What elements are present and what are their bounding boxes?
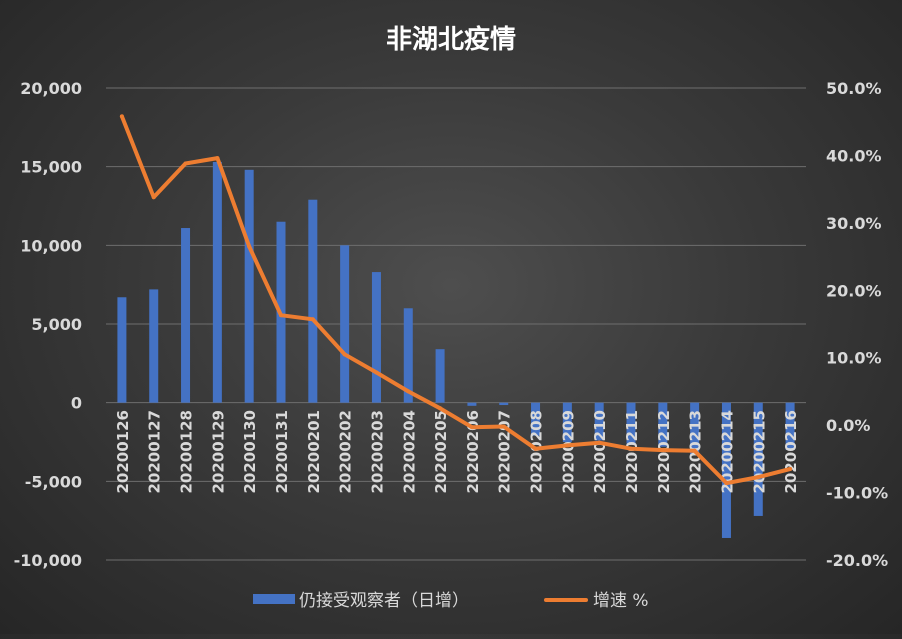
line-point [469, 425, 474, 430]
line-point [788, 466, 793, 471]
left-tick-label: -5,000 [25, 472, 82, 491]
left-tick-label: 10,000 [20, 236, 82, 255]
left-tick-label: 0 [71, 394, 82, 413]
left-tick-label: -10,000 [14, 551, 82, 570]
x-axis-labels: 20200126 20200127 20200128 20200129 20200130… [114, 410, 800, 494]
x-tick-label: 20200207 [496, 410, 514, 494]
line-point [310, 317, 315, 322]
line-series [119, 114, 793, 486]
line-point [279, 313, 283, 318]
line-point [406, 389, 411, 394]
bar [181, 228, 191, 403]
x-tick-label: 20200203 [368, 410, 386, 494]
gridlines [106, 87, 806, 561]
x-tick-label: 20200206 [464, 410, 482, 494]
bar [658, 402, 668, 447]
bar [467, 402, 477, 406]
left-tick-label: 15,000 [20, 158, 82, 177]
x-tick-label: 20200211 [623, 410, 641, 494]
line-point [183, 161, 188, 166]
bar [499, 402, 509, 406]
x-tick-label: 20200126 [114, 410, 132, 494]
line-point [692, 448, 697, 453]
line-point [247, 244, 252, 249]
line-point [342, 352, 347, 357]
right-tick-label: 10.0% [826, 349, 882, 368]
line-point [151, 195, 156, 200]
bar [721, 402, 731, 538]
bar [753, 402, 763, 516]
legend[interactable]: 仍接受观察者（日增） 增速 % [253, 591, 649, 611]
line-point [501, 424, 506, 429]
line-point [724, 481, 729, 486]
bar [785, 402, 795, 450]
right-axis: -20.0% -10.0% 0.0% 10.0% 20.0% 30.0% 40.0% 50.0… [826, 79, 888, 570]
line-point [533, 446, 538, 451]
line-point [215, 156, 220, 161]
right-tick-label: 50.0% [826, 79, 882, 98]
bar [626, 402, 636, 444]
right-tick-label: 0.0% [826, 416, 870, 435]
right-tick-label: 30.0% [826, 214, 882, 233]
bar [244, 169, 254, 403]
x-tick-label: 20200209 [559, 410, 577, 494]
x-tick-label: 20200130 [241, 410, 259, 494]
legend-line-label: 增速 % [593, 591, 649, 611]
growth-rate-line [119, 114, 793, 486]
x-tick-label: 20200201 [305, 410, 323, 494]
x-tick-label: 20200214 [718, 410, 736, 494]
bar [117, 297, 127, 403]
x-tick-label: 20200215 [750, 410, 768, 494]
line-point [438, 406, 443, 411]
left-axis: -10,000 -5,000 0 5,000 10,000 15,000 20,000 [14, 79, 82, 570]
bar [690, 402, 700, 455]
bar [371, 272, 381, 403]
x-tick-label: 20200205 [432, 410, 450, 494]
bar [594, 402, 604, 441]
left-tick-label: 20,000 [20, 79, 82, 98]
bar [435, 349, 445, 403]
x-tick-label: 20200131 [273, 410, 291, 494]
chart-title: 非湖北疫情 [386, 24, 516, 55]
line-point [629, 446, 633, 451]
right-tick-label: -10.0% [826, 484, 888, 503]
x-tick-label: 20200129 [209, 410, 227, 494]
line-point [597, 440, 602, 445]
line-point [756, 475, 761, 480]
bar [531, 402, 541, 436]
x-tick-label: 20200208 [528, 410, 546, 494]
x-tick-label: 20200216 [782, 410, 800, 494]
line-point [119, 114, 124, 119]
right-tick-label: 40.0% [826, 146, 882, 165]
line-point [660, 448, 665, 453]
legend-bar-label: 仍接受观察者（日增） [299, 591, 469, 611]
x-tick-label: 20200127 [146, 410, 164, 494]
left-tick-label: 5,000 [31, 315, 82, 334]
x-tick-label: 20200210 [591, 410, 609, 494]
line-point [565, 443, 570, 448]
x-tick-label: 20200202 [337, 410, 355, 494]
right-tick-label: -20.0% [826, 551, 888, 570]
bar [308, 199, 318, 403]
bar [340, 245, 350, 403]
x-tick-label: 20200204 [400, 410, 418, 494]
line-point [374, 370, 379, 375]
bar [212, 161, 222, 403]
right-tick-label: 20.0% [826, 281, 882, 300]
bar [403, 308, 413, 403]
x-tick-label: 20200128 [178, 410, 196, 494]
bar [149, 289, 159, 403]
bar [562, 402, 572, 442]
legend-bar-swatch [253, 594, 295, 604]
